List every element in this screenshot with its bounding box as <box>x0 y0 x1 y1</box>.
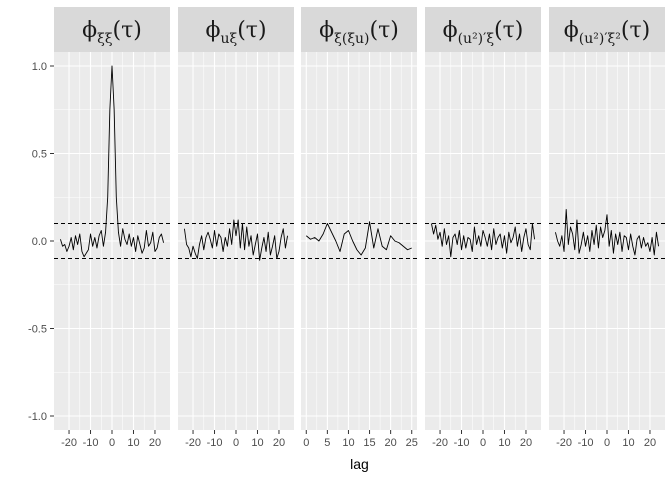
strip-label-part: (τ) <box>370 18 399 43</box>
strip-label-part: (τ) <box>113 18 142 43</box>
facet-panel-4: ϕ(u²)′ξ(τ) -20 -10 0 10 20 <box>425 7 541 449</box>
strip-label-part: ϕ <box>205 18 220 43</box>
x-tick-label: 5 <box>324 437 330 449</box>
x-tick-label: -10 <box>454 437 470 449</box>
facet-panel-2: ϕuξ(τ) -20 -10 0 10 20 <box>178 7 294 449</box>
x-tick-label: 10 <box>127 437 139 449</box>
x-tick-label: 20 <box>385 437 397 449</box>
x-tick-label: -20 <box>556 437 572 449</box>
facet-panel-1: ϕξξ(τ) -20 -10 0 10 20 <box>54 7 170 449</box>
y-axis: -1.0 -0.5 0.0 0.5 1.0 <box>28 61 54 423</box>
strip-label-part: ϕ <box>319 18 334 43</box>
facet-strip-bg <box>54 7 170 52</box>
x-tick-label: 10 <box>251 437 263 449</box>
x-tick-label: -10 <box>207 437 223 449</box>
strip-label-part: ξξ <box>97 31 113 47</box>
facet-panel-5: ϕ(u²)′ξ²(τ) -20 -10 0 10 20 <box>549 7 665 449</box>
facet-panel-3: ϕξ(ξu)(τ) 0 5 10 15 20 25 <box>301 7 418 449</box>
x-tick-label: -20 <box>61 437 77 449</box>
x-tick-label: -20 <box>432 437 448 449</box>
x-tick-label: 10 <box>622 437 634 449</box>
x-tick-label: -10 <box>83 437 99 449</box>
facet-strip-bg <box>549 7 665 52</box>
x-tick-label: 15 <box>363 437 375 449</box>
acf-series-line <box>555 209 660 256</box>
facet-strip-bg <box>301 7 417 52</box>
x-tick-label: 25 <box>406 437 418 449</box>
strip-label-part: (u²)′ξ <box>458 31 495 47</box>
strip-label-part: ϕ <box>564 18 579 43</box>
facet-strip-label: ϕξ(ξu)(τ) <box>319 18 399 47</box>
x-tick-label: 20 <box>644 437 656 449</box>
facet-strip-label: ϕξξ(τ) <box>82 18 142 47</box>
x-tick-label: 10 <box>498 437 510 449</box>
facet-strip-label: ϕ(u²)′ξ(τ) <box>443 18 524 47</box>
x-tick-label: 0 <box>109 437 115 449</box>
y-tick-label: 1.0 <box>32 61 47 73</box>
x-axis-title: lag <box>350 456 369 472</box>
facet-strip-bg <box>425 7 541 52</box>
facet-strip-label: ϕuξ(τ) <box>205 18 266 47</box>
acf-series-line <box>430 223 536 258</box>
strip-label-part: uξ <box>220 31 237 47</box>
acf-series-line <box>305 221 412 256</box>
strip-label-part: (τ) <box>494 18 523 43</box>
strip-label-part: (τ) <box>621 18 650 43</box>
x-tick-label: -10 <box>578 437 594 449</box>
x-tick-label: 0 <box>604 437 610 449</box>
x-tick-label: -20 <box>185 437 201 449</box>
x-tick-label: 10 <box>342 437 354 449</box>
y-tick-label: 0.5 <box>32 149 47 161</box>
strip-label-part: ϕ <box>82 18 97 43</box>
acf-series-line <box>183 219 289 261</box>
acf-series-line <box>60 65 164 258</box>
x-tick-label: 20 <box>520 437 532 449</box>
y-tick-label: -0.5 <box>28 324 47 336</box>
strip-label-part: ξ(ξu) <box>334 31 369 47</box>
strip-label-part: (τ) <box>237 18 266 43</box>
strip-label-part: (u²)′ξ² <box>579 31 621 47</box>
x-tick-label: 0 <box>480 437 486 449</box>
y-tick-label: -1.0 <box>28 411 47 423</box>
x-tick-label: 20 <box>273 437 285 449</box>
facet-strip-bg <box>178 7 294 52</box>
y-tick-label: 0.0 <box>32 236 47 248</box>
x-tick-label: 20 <box>149 437 161 449</box>
x-tick-label: 0 <box>303 437 309 449</box>
facet-strip-label: ϕ(u²)′ξ²(τ) <box>564 18 650 47</box>
x-tick-label: 0 <box>233 437 239 449</box>
strip-label-part: ϕ <box>443 18 458 43</box>
